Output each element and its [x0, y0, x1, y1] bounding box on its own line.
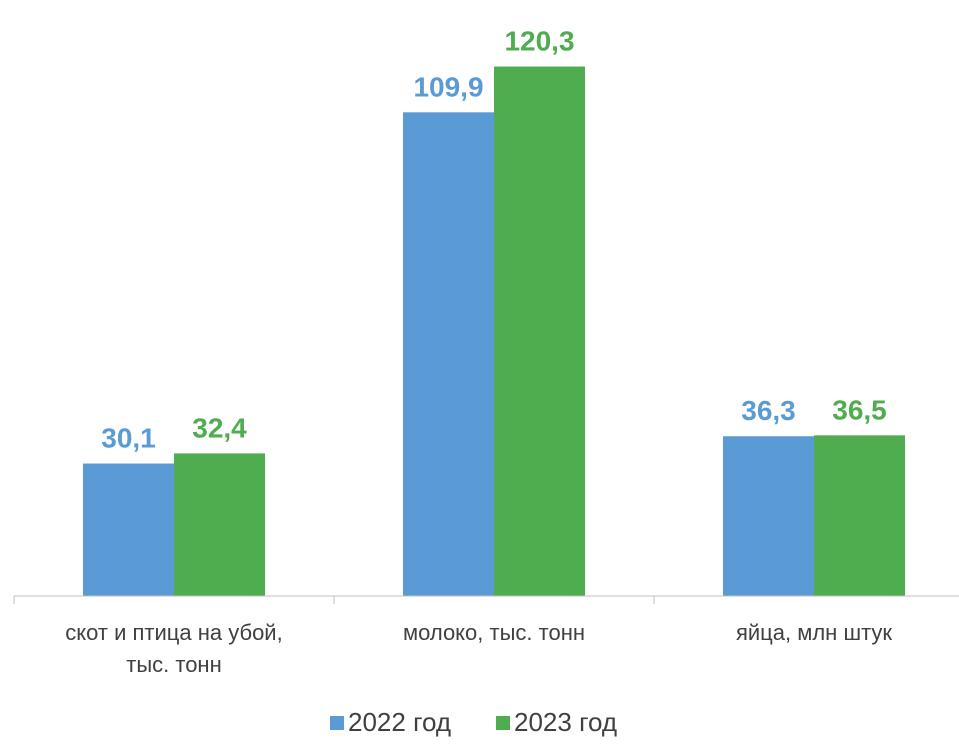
- x-tick-label-1: молоко, тыс. тонн: [403, 620, 585, 645]
- legend-label-2023: 2023 год: [514, 707, 617, 737]
- x-tick-label-line: тыс. тонн: [126, 652, 221, 677]
- bar-2022-0: [83, 463, 174, 596]
- x-axis: скот и птица на убой, тыс. тонн молоко, ты…: [13, 595, 959, 677]
- data-label-2022-0: 30,1: [101, 423, 156, 454]
- legend-label-2022: 2022 год: [348, 707, 451, 737]
- bar-2023-1: [494, 66, 585, 597]
- bars-layer: [83, 66, 905, 597]
- x-tick-label-2: яйца, млн штук: [736, 620, 892, 645]
- bar-2022-2: [723, 436, 814, 596]
- data-label-2023-2: 36,5: [832, 394, 887, 425]
- bar-2023-0: [174, 453, 265, 596]
- bar-2023-2: [814, 435, 905, 596]
- data-label-2023-0: 32,4: [192, 412, 247, 443]
- bar-2022-1: [403, 112, 494, 596]
- x-tick-label-line: скот и птица на убой,: [65, 620, 282, 645]
- legend-swatch-2022: [330, 716, 344, 730]
- legend-swatch-2023: [496, 716, 510, 730]
- x-tick-label-0: скот и птица на убой, тыс. тонн: [65, 620, 282, 677]
- data-label-2022-2: 36,3: [741, 395, 796, 426]
- x-tick-label-line: молоко, тыс. тонн: [403, 620, 585, 645]
- legend: 2022 год 2023 год: [330, 707, 617, 737]
- data-label-2023-1: 120,3: [504, 26, 574, 57]
- data-label-2022-1: 109,9: [413, 71, 483, 102]
- data-labels-layer: 30,1 32,4 109,9 120,3 36,3 36,5: [101, 26, 887, 454]
- x-tick-label-line: яйца, млн штук: [736, 620, 892, 645]
